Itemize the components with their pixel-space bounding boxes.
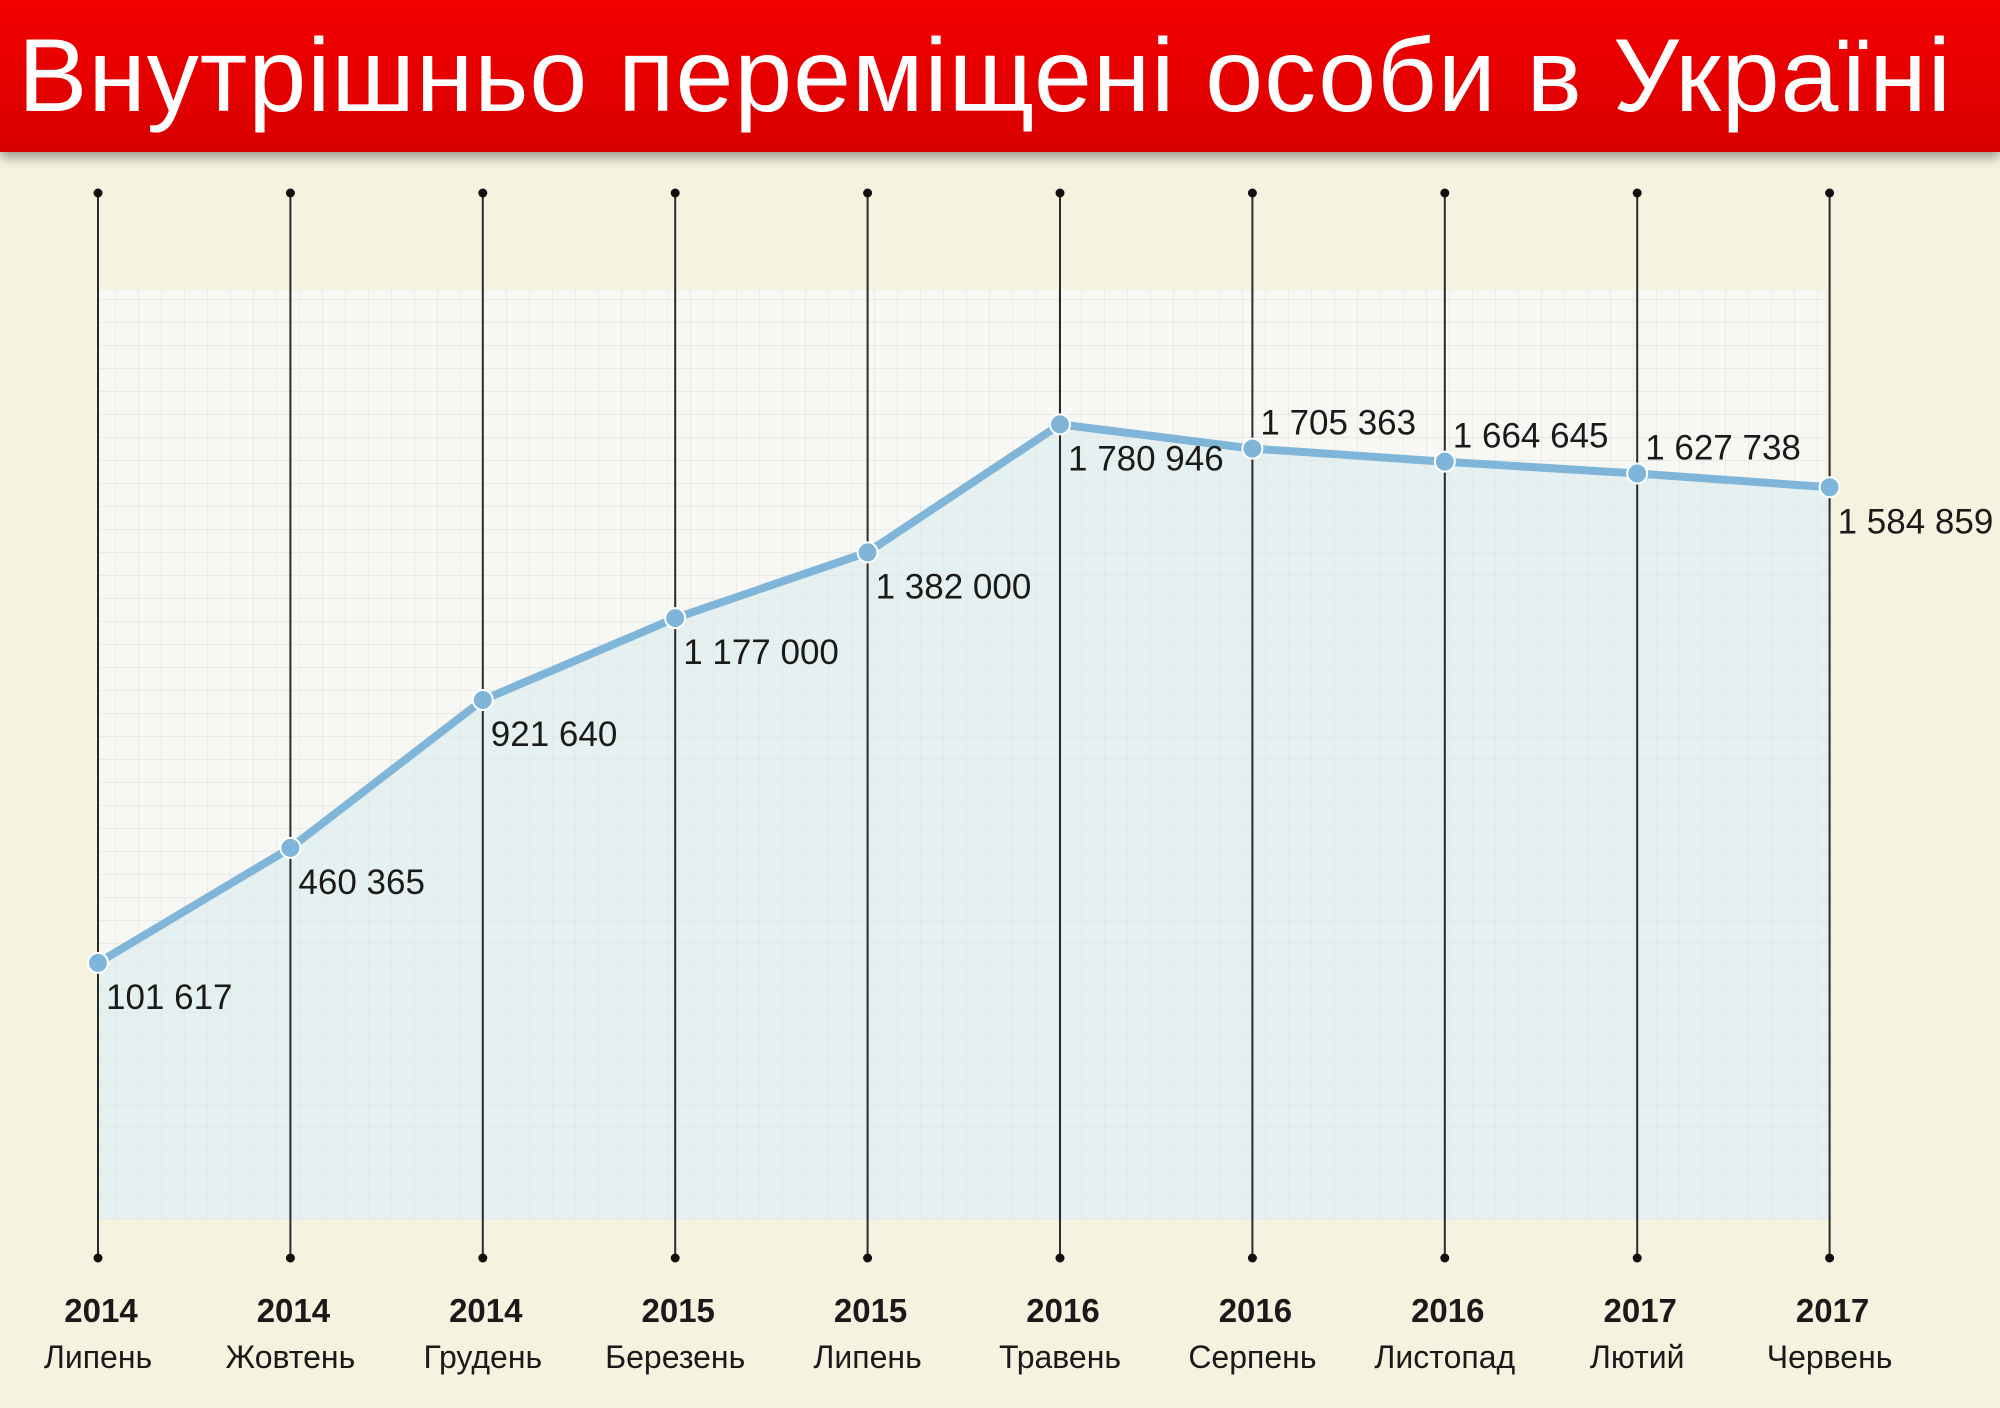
x-tick-month: Лютий — [1590, 1339, 1685, 1375]
data-point — [279, 836, 302, 859]
x-tick-month: Червень — [1767, 1339, 1893, 1375]
x-tick-month: Березень — [605, 1339, 745, 1375]
data-label: 460 365 — [298, 863, 425, 902]
x-tick-year: 2017 — [1796, 1292, 1869, 1329]
page-title: Внутрішньо переміщені особи в Україні — [18, 18, 1952, 134]
gridline-top-dot — [93, 188, 103, 198]
x-tick-year: 2016 — [1411, 1292, 1484, 1329]
data-label: 1 780 946 — [1068, 439, 1224, 478]
grid-lines — [98, 290, 1826, 1220]
series-line — [94, 420, 1834, 967]
x-tick-month: Жовтень — [226, 1339, 356, 1375]
gridline-top-dot — [670, 188, 680, 198]
gridline-bottom-dot — [478, 1253, 488, 1263]
data-label: 101 617 — [106, 978, 233, 1017]
x-tick-year: 2016 — [1026, 1292, 1099, 1329]
gridline-top-dot — [1825, 188, 1835, 198]
x-tick-month: Грудень — [423, 1339, 542, 1375]
x-tick-year: 2014 — [64, 1292, 138, 1329]
x-tick-month: Липень — [813, 1339, 921, 1375]
x-tick-month: Липень — [44, 1339, 152, 1375]
data-point — [471, 688, 494, 711]
data-point — [856, 541, 879, 564]
x-tick-month: Серпень — [1188, 1339, 1316, 1375]
title-bar: Внутрішньо переміщені особи в Україні — [0, 0, 2000, 152]
x-tick-year: 2017 — [1603, 1292, 1676, 1329]
gridline-bottom-dot — [285, 1253, 295, 1263]
data-label: 1 627 738 — [1645, 429, 1801, 468]
gridline-bottom-dot — [670, 1253, 680, 1263]
data-label: 1 382 000 — [876, 567, 1032, 606]
data-point — [1049, 413, 1071, 436]
data-point — [664, 607, 687, 630]
x-tick-year: 2015 — [641, 1292, 714, 1329]
gridline-bottom-dot — [1440, 1253, 1450, 1263]
data-point — [1626, 462, 1649, 485]
x-tick-year: 2014 — [449, 1292, 523, 1329]
x-tick-month: Листопад — [1374, 1339, 1515, 1375]
data-label: 1 584 859 — [1838, 502, 1994, 541]
data-point — [1433, 450, 1456, 473]
x-tick-year: 2015 — [834, 1292, 907, 1329]
gridline-top-dot — [1632, 188, 1642, 198]
gridline-top-dot — [285, 188, 295, 198]
gridline-bottom-dot — [1632, 1253, 1642, 1263]
x-tick-year: 2014 — [257, 1292, 331, 1329]
gridline-bottom-dot — [93, 1253, 103, 1263]
gridline-top-dot — [1055, 188, 1065, 198]
gridline-top-dot — [1247, 188, 1257, 198]
data-label: 1 177 000 — [683, 633, 839, 672]
gridline-bottom-dot — [1247, 1253, 1257, 1263]
data-label: 1 705 363 — [1260, 404, 1416, 443]
gridline-top-dot — [478, 188, 488, 198]
gridline-top-dot — [863, 188, 873, 198]
gridline-bottom-dot — [1825, 1253, 1835, 1263]
data-point — [87, 951, 109, 974]
gridline-bottom-dot — [1055, 1253, 1065, 1263]
data-point — [1818, 476, 1841, 499]
x-tick-year: 2016 — [1219, 1292, 1292, 1329]
data-label: 1 664 645 — [1453, 417, 1609, 456]
data-point — [1241, 437, 1264, 460]
gridline-bottom-dot — [863, 1253, 873, 1263]
data-label: 921 640 — [491, 715, 618, 754]
gridline-top-dot — [1440, 188, 1450, 198]
x-tick-month: Травень — [999, 1339, 1121, 1375]
